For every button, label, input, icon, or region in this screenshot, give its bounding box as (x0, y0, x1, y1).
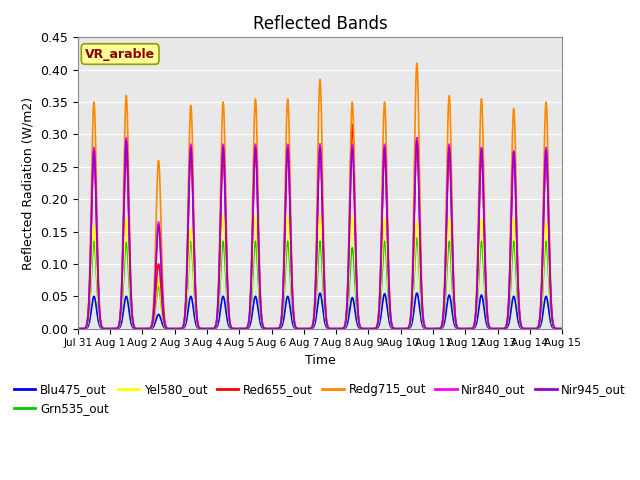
Blu475_out (558, 326, 566, 332)
Blu475_out (74, 326, 82, 332)
Nir840_out (377, 256, 385, 262)
Grn535_out (511, 252, 519, 258)
Grn535_out (74, 326, 82, 332)
Yel580_out (260, 325, 268, 331)
Nir945_out (558, 326, 566, 332)
Nir945_out (122, 138, 130, 144)
Yel580_out (558, 326, 566, 332)
Yel580_out (514, 288, 522, 293)
Line: Redg715_out: Redg715_out (78, 63, 562, 329)
Yel580_out (220, 213, 227, 218)
Nir840_out (260, 324, 268, 330)
Line: Red655_out: Red655_out (78, 125, 562, 329)
Blu475_out (377, 313, 385, 319)
Yel580_out (511, 233, 519, 239)
Nir945_out (532, 325, 540, 331)
Legend: Blu475_out, Grn535_out, Yel580_out, Red655_out, Redg715_out, Nir840_out, Nir945_: Blu475_out, Grn535_out, Yel580_out, Red6… (9, 378, 631, 420)
Nir840_out (514, 264, 522, 270)
Grn535_out (558, 326, 566, 332)
Line: Nir840_out: Nir840_out (78, 138, 562, 329)
Red655_out (532, 325, 540, 331)
Redg715_out (511, 140, 519, 145)
Redg715_out (74, 326, 82, 332)
Text: VR_arable: VR_arable (85, 48, 156, 60)
Nir945_out (260, 324, 268, 330)
Line: Grn535_out: Grn535_out (78, 238, 562, 329)
X-axis label: Time: Time (305, 354, 335, 367)
Redg715_out (377, 245, 385, 251)
Blu475_out (514, 314, 522, 320)
Red655_out (348, 122, 356, 128)
Nir945_out (511, 176, 519, 182)
Nir945_out (377, 257, 385, 263)
Blu475_out (132, 326, 140, 332)
Nir840_out (511, 175, 519, 181)
Red655_out (511, 178, 519, 184)
Yel580_out (532, 326, 540, 332)
Red655_out (558, 326, 566, 332)
Redg715_out (532, 325, 540, 331)
Line: Nir945_out: Nir945_out (78, 141, 562, 329)
Grn535_out (514, 296, 522, 301)
Red655_out (377, 259, 385, 265)
Grn535_out (377, 295, 385, 300)
Red655_out (74, 326, 82, 332)
Yel580_out (132, 326, 140, 332)
Grn535_out (259, 325, 267, 331)
Blu475_out (259, 325, 267, 331)
Nir945_out (74, 326, 82, 332)
Nir840_out (132, 325, 140, 331)
Title: Reflected Bands: Reflected Bands (253, 15, 387, 33)
Nir945_out (132, 325, 140, 331)
Blu475_out (413, 290, 420, 296)
Grn535_out (132, 326, 140, 332)
Redg715_out (259, 324, 267, 329)
Red655_out (132, 325, 140, 331)
Nir840_out (558, 326, 566, 332)
Line: Blu475_out: Blu475_out (78, 293, 562, 329)
Nir945_out (514, 264, 522, 270)
Blu475_out (511, 299, 519, 304)
Red655_out (259, 324, 267, 330)
Grn535_out (413, 235, 420, 241)
Yel580_out (377, 284, 385, 290)
Redg715_out (514, 250, 522, 255)
Y-axis label: Reflected Radiation (W/m2): Reflected Radiation (W/m2) (22, 96, 35, 270)
Redg715_out (413, 60, 420, 66)
Nir840_out (532, 325, 540, 331)
Red655_out (514, 265, 522, 271)
Redg715_out (132, 325, 140, 331)
Blu475_out (532, 326, 540, 332)
Redg715_out (558, 326, 566, 332)
Nir840_out (74, 326, 82, 332)
Line: Yel580_out: Yel580_out (78, 216, 562, 329)
Grn535_out (532, 326, 540, 332)
Yel580_out (74, 326, 82, 332)
Nir840_out (122, 135, 130, 141)
